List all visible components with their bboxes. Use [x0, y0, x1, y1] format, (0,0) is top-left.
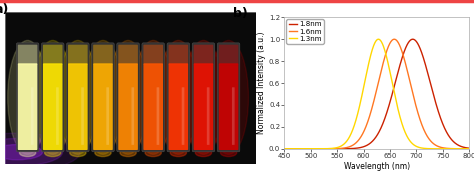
1.8nm: [291, 148, 297, 150]
FancyBboxPatch shape: [194, 63, 213, 150]
Line: 1.8nm: 1.8nm: [284, 39, 469, 149]
1.3nm: [466, 148, 472, 150]
FancyBboxPatch shape: [217, 43, 240, 152]
FancyBboxPatch shape: [131, 87, 134, 145]
Ellipse shape: [220, 149, 237, 157]
Ellipse shape: [0, 133, 80, 171]
Ellipse shape: [120, 149, 136, 157]
Text: b): b): [233, 7, 247, 20]
Ellipse shape: [8, 40, 47, 154]
1.8nm: [372, 138, 377, 140]
FancyBboxPatch shape: [219, 45, 238, 65]
Ellipse shape: [133, 40, 173, 154]
Ellipse shape: [195, 149, 211, 157]
Ellipse shape: [83, 40, 123, 154]
FancyBboxPatch shape: [18, 63, 37, 150]
Ellipse shape: [19, 149, 36, 157]
FancyBboxPatch shape: [144, 45, 163, 65]
FancyBboxPatch shape: [43, 63, 63, 150]
FancyBboxPatch shape: [117, 43, 139, 152]
FancyBboxPatch shape: [93, 45, 113, 65]
1.6nm: [427, 139, 433, 141]
1.3nm: [282, 148, 287, 150]
FancyBboxPatch shape: [182, 87, 184, 145]
FancyBboxPatch shape: [91, 43, 114, 152]
1.8nm: [466, 147, 472, 149]
1.8nm: [366, 143, 372, 145]
1.3nm: [461, 148, 467, 150]
FancyBboxPatch shape: [144, 63, 163, 150]
1.8nm: [461, 146, 467, 148]
X-axis label: Wavelength (nm): Wavelength (nm): [344, 162, 410, 171]
Ellipse shape: [45, 149, 61, 157]
FancyBboxPatch shape: [169, 45, 188, 65]
Y-axis label: Normalized Intensity (a.u.): Normalized Intensity (a.u.): [257, 32, 266, 134]
FancyBboxPatch shape: [43, 45, 63, 65]
FancyBboxPatch shape: [192, 43, 215, 152]
1.8nm: [461, 146, 467, 148]
FancyBboxPatch shape: [106, 87, 109, 145]
1.3nm: [366, 60, 372, 62]
FancyBboxPatch shape: [68, 63, 88, 150]
Ellipse shape: [108, 40, 148, 154]
Ellipse shape: [145, 149, 161, 157]
Text: a): a): [0, 3, 9, 16]
FancyBboxPatch shape: [207, 87, 210, 145]
FancyBboxPatch shape: [219, 63, 238, 150]
FancyBboxPatch shape: [5, 12, 256, 164]
Ellipse shape: [33, 40, 73, 154]
FancyBboxPatch shape: [194, 45, 213, 65]
Ellipse shape: [170, 149, 186, 157]
Ellipse shape: [209, 40, 248, 154]
1.6nm: [282, 148, 287, 150]
FancyBboxPatch shape: [81, 87, 84, 145]
Ellipse shape: [0, 138, 63, 166]
Line: 1.6nm: 1.6nm: [284, 39, 469, 149]
1.6nm: [372, 98, 377, 100]
1.6nm: [466, 148, 472, 150]
1.8nm: [427, 81, 433, 83]
Ellipse shape: [183, 40, 223, 154]
1.3nm: [291, 148, 297, 150]
FancyBboxPatch shape: [167, 43, 190, 152]
FancyBboxPatch shape: [16, 43, 39, 152]
1.8nm: [282, 148, 287, 150]
Ellipse shape: [158, 40, 198, 154]
FancyBboxPatch shape: [68, 45, 88, 65]
FancyBboxPatch shape: [156, 87, 159, 145]
1.3nm: [375, 38, 381, 40]
1.6nm: [461, 148, 467, 150]
Line: 1.3nm: 1.3nm: [284, 39, 469, 149]
FancyBboxPatch shape: [118, 63, 138, 150]
1.3nm: [427, 148, 433, 150]
Ellipse shape: [95, 149, 111, 157]
FancyBboxPatch shape: [93, 63, 113, 150]
Ellipse shape: [58, 40, 98, 154]
1.3nm: [372, 43, 377, 45]
1.6nm: [461, 148, 467, 150]
1.6nm: [366, 116, 372, 118]
FancyBboxPatch shape: [31, 87, 34, 145]
FancyBboxPatch shape: [56, 87, 59, 145]
Legend: 1.8nm, 1.6nm, 1.3nm: 1.8nm, 1.6nm, 1.3nm: [286, 19, 324, 44]
1.3nm: [461, 148, 467, 150]
Ellipse shape: [70, 149, 86, 157]
1.6nm: [291, 148, 297, 150]
FancyBboxPatch shape: [232, 87, 235, 145]
FancyBboxPatch shape: [169, 63, 188, 150]
FancyBboxPatch shape: [41, 43, 64, 152]
FancyBboxPatch shape: [66, 43, 89, 152]
FancyBboxPatch shape: [142, 43, 164, 152]
FancyBboxPatch shape: [18, 45, 37, 65]
1.6nm: [392, 38, 397, 40]
Ellipse shape: [0, 145, 43, 160]
FancyBboxPatch shape: [118, 45, 138, 65]
1.8nm: [410, 38, 416, 40]
